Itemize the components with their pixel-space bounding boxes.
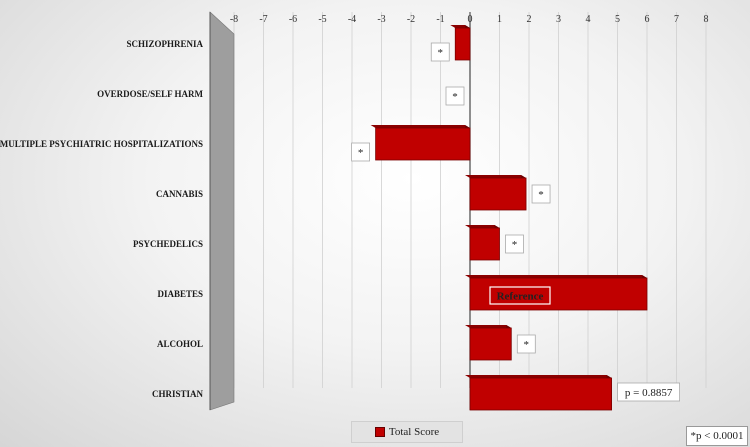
category-label: MULTIPLE PSYCHIATRIC HOSPITALIZATIONS (0, 139, 203, 149)
x-tick-label: -5 (318, 14, 326, 25)
annotation-box (430, 42, 450, 62)
reference-label: Reference (497, 291, 544, 303)
annotation-box (617, 382, 680, 402)
x-tick-label: -3 (377, 14, 385, 25)
x-tick-label: 5 (615, 14, 620, 25)
annotation-label: * (538, 189, 544, 201)
bar (469, 327, 512, 361)
annotation-label: * (452, 91, 458, 103)
legend-swatch (374, 427, 385, 437)
category-label: DIABETES (157, 289, 203, 299)
x-tick-label: -8 (230, 14, 238, 25)
bars (370, 25, 648, 411)
legend: Total Score (351, 421, 463, 443)
annotation-box (516, 334, 536, 354)
bar-top-face (370, 125, 470, 128)
x-tick-label: 7 (674, 14, 679, 25)
x-tick-label: -1 (436, 14, 444, 25)
annotation-box (531, 184, 551, 204)
x-tick-label: 2 (527, 14, 532, 25)
category-label: SCHIZOPHRENIA (126, 39, 203, 49)
gridlines (233, 12, 707, 388)
x-tick-label: 4 (586, 14, 591, 25)
footnote: *p < 0.0001 (686, 426, 748, 446)
reference-box (489, 286, 551, 305)
annotation-label: * (358, 147, 364, 159)
x-tick-label: 6 (645, 14, 650, 25)
bar-top-face (465, 275, 647, 278)
x-tick-label: -6 (289, 14, 297, 25)
left-wall (209, 11, 235, 411)
annotation-label: * (438, 47, 444, 59)
x-tick-label: -7 (259, 14, 267, 25)
x-tick-labels: -8 -7 -6 -5 -4 -3 -2 -1 0 1 2 3 4 5 6 7 8 (230, 14, 709, 25)
legend-label: Total Score (388, 426, 440, 438)
bar-top-face (465, 325, 512, 328)
bar-top-face (465, 225, 500, 228)
x-tick-label: 0 (468, 14, 473, 25)
bar (469, 227, 500, 261)
category-label: OVERDOSE/SELF HARM (97, 89, 203, 99)
bar-top-face (465, 375, 612, 378)
bar (469, 277, 648, 311)
category-labels: SCHIZOPHRENIA OVERDOSE/SELF HARM MULTIPLE … (0, 39, 203, 399)
category-label: CANNABIS (156, 189, 203, 199)
category-label: CHRISTIAN (152, 389, 204, 399)
bar (375, 127, 471, 161)
annotation-label: p = 0.8857 (625, 387, 673, 399)
annotations: * * * * * Reference * p = 0.8857 (351, 42, 680, 402)
x-tick-label: 3 (556, 14, 561, 25)
category-label: PSYCHEDELICS (133, 239, 203, 249)
bar (469, 377, 613, 411)
bar (454, 27, 471, 61)
bar-top-face (465, 175, 527, 178)
bar (469, 177, 527, 211)
x-tick-label: 8 (704, 14, 709, 25)
annotation-box (351, 142, 371, 162)
annotation-label: * (524, 339, 530, 351)
x-tick-label: -2 (407, 14, 415, 25)
annotation-box (445, 86, 465, 106)
annotation-label: * (512, 239, 518, 251)
axis-wall (209, 11, 471, 411)
annotation-box (505, 234, 524, 254)
x-tick-label: -4 (348, 14, 356, 25)
x-tick-label: 1 (497, 14, 502, 25)
category-label: ALCOHOL (157, 339, 203, 349)
